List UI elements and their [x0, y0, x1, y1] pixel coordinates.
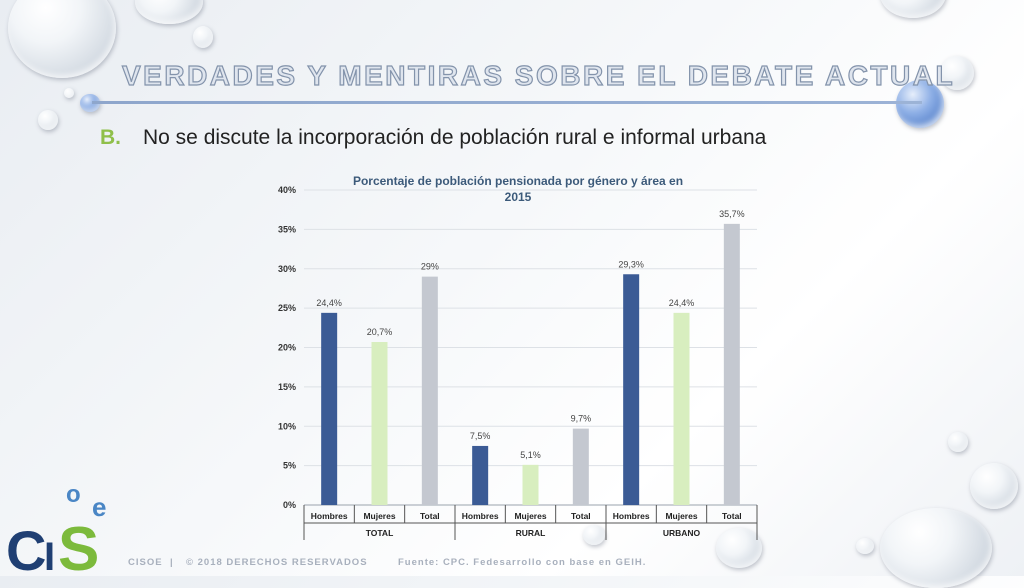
- bar: [371, 341, 388, 505]
- x-tick-label: Hombres: [311, 511, 348, 521]
- water-drop-decoration: [940, 56, 974, 90]
- data-label: 29%: [421, 262, 439, 272]
- x-axis: Hombres Mujeres Total Hombres Mujeres Total Ho…: [303, 505, 758, 540]
- chart-title-line-1: Porcentaje de población pensionada por g…: [353, 174, 683, 188]
- x-tick-label: Mujeres: [363, 511, 395, 521]
- y-tick-label: 15%: [278, 382, 296, 392]
- water-drop-decoration: [880, 508, 992, 588]
- bar: [421, 276, 438, 505]
- footer-copyright: © 2018 DERECHOS RESERVADOS: [186, 557, 368, 568]
- y-tick-label: 0%: [283, 500, 296, 510]
- chart-title-line-2: 2015: [505, 190, 532, 204]
- data-label: 24,4%: [669, 298, 695, 308]
- logo-letter-e: e: [92, 492, 106, 522]
- x-tick-label: Mujeres: [514, 511, 546, 521]
- water-drop-decoration: [948, 432, 968, 452]
- x-group-label: RURAL: [516, 528, 546, 538]
- x-tick-label: Total: [571, 511, 591, 521]
- footer-separator: |: [170, 557, 174, 568]
- water-drop-decoration: [583, 525, 605, 545]
- bar: [321, 312, 338, 505]
- data-label: 35,7%: [719, 209, 745, 219]
- y-tick-label: 30%: [278, 264, 296, 274]
- y-tick-label: 25%: [278, 303, 296, 313]
- bar: [572, 428, 589, 505]
- x-tick-label: Total: [722, 511, 742, 521]
- slide-title: VERDADES Y MENTIRAS SOBRE EL DEBATE ACTU…: [121, 59, 956, 91]
- slide-subtitle: B. No se discute la incorporación de pobl…: [100, 126, 766, 150]
- chart-bars: 24,4% 20,7% 29% 7,5% 5,1% 9,7% 29,3% 24,4% 35,7%: [316, 209, 745, 506]
- y-tick-label: 10%: [278, 421, 296, 431]
- water-drop-decoration: [896, 80, 944, 128]
- water-drop-decoration: [856, 538, 874, 554]
- water-drop-decoration: [8, 0, 116, 78]
- bar: [673, 312, 690, 505]
- x-group-label: URBANO: [663, 528, 701, 538]
- y-tick-label: 35%: [278, 224, 296, 234]
- y-tick-label: 40%: [278, 185, 296, 195]
- x-tick-label: Total: [420, 511, 440, 521]
- y-axis: 0% 5% 10% 15% 20% 25% 30% 35% 40%: [278, 185, 296, 510]
- water-drop-decoration: [80, 94, 100, 112]
- bar-chart: Porcentaje de población pensionada por g…: [278, 174, 758, 540]
- water-drop-decoration: [880, 0, 946, 18]
- x-tick-label: Hombres: [613, 511, 650, 521]
- subtitle-letter: B.: [100, 126, 121, 149]
- water-drop-decoration: [193, 26, 213, 48]
- data-label: 24,4%: [316, 298, 342, 308]
- data-label: 20,7%: [367, 327, 393, 337]
- data-label: 7,5%: [470, 431, 491, 441]
- y-tick-label: 5%: [283, 461, 296, 471]
- footer-brand: CISOE: [128, 557, 163, 568]
- x-group-label: TOTAL: [366, 528, 394, 538]
- logo-letter-o: o: [66, 481, 81, 508]
- data-label: 9,7%: [571, 414, 592, 424]
- water-drop-decoration: [38, 110, 58, 130]
- footer-source: Fuente: CPC. Fedesarrollo con base en GE…: [398, 557, 647, 568]
- bar: [623, 274, 640, 505]
- bar: [522, 464, 539, 505]
- water-drop-decoration: [716, 528, 762, 568]
- logo-letter-i: I: [44, 535, 55, 576]
- x-tick-label: Mujeres: [665, 511, 697, 521]
- y-tick-label: 20%: [278, 343, 296, 353]
- data-label: 29,3%: [618, 259, 644, 269]
- x-tick-label: Hombres: [462, 511, 499, 521]
- bar: [472, 445, 489, 505]
- logo-letter-c: C: [6, 519, 46, 576]
- bar: [723, 223, 740, 506]
- water-drop-decoration: [64, 88, 74, 98]
- title-underline: [92, 101, 922, 104]
- cisoe-logo: C I S o e: [6, 481, 106, 576]
- water-drop-decoration: [970, 463, 1018, 509]
- logo-letter-s: S: [58, 515, 99, 576]
- data-label: 5,1%: [520, 450, 541, 460]
- subtitle-text: No se discute la incorporación de poblac…: [143, 126, 767, 149]
